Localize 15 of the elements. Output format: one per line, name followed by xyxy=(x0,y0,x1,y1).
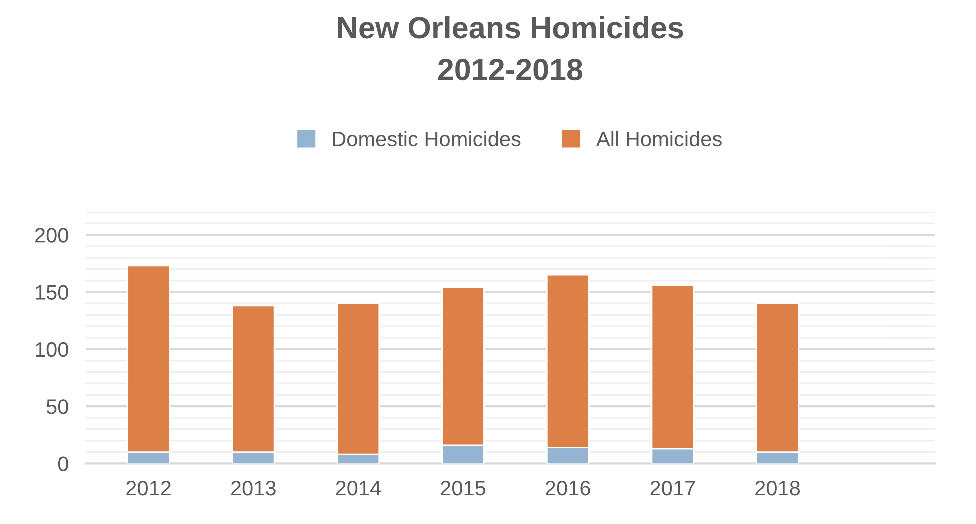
y-tick-label: 100 xyxy=(36,342,68,358)
x-tick-label: 2015 xyxy=(441,480,486,496)
legend-label: All Homicides xyxy=(596,131,722,147)
y-tick-label: 200 xyxy=(36,228,68,243)
x-tick-label: 2012 xyxy=(126,480,171,496)
x-tick-label: 2013 xyxy=(231,480,276,496)
chart-title: New Orleans Homicides 2012-2018 xyxy=(338,16,684,81)
x-tick-label: 2014 xyxy=(336,480,382,496)
x-tick-label: 2017 xyxy=(650,480,696,496)
y-tick-label: 50 xyxy=(46,400,68,414)
y-tick-label: 150 xyxy=(36,285,68,300)
x-tick-label: 2018 xyxy=(756,480,800,496)
y-tick-label: 0 xyxy=(58,456,68,472)
legend-label: Domestic Homicides xyxy=(333,131,521,147)
x-tick-label: 2016 xyxy=(546,480,590,496)
